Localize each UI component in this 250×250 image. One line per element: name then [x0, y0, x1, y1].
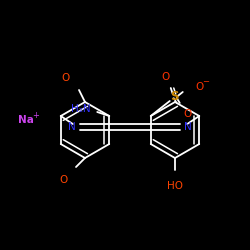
Text: O: O — [59, 175, 67, 185]
Text: O: O — [184, 109, 192, 119]
Text: N: N — [184, 122, 192, 132]
Text: O: O — [62, 73, 70, 83]
Text: H₂N: H₂N — [71, 104, 91, 114]
Text: N: N — [68, 122, 76, 132]
Text: O: O — [196, 82, 204, 92]
Text: HO: HO — [167, 181, 183, 191]
Text: S: S — [170, 90, 179, 104]
Text: −: − — [202, 78, 209, 86]
Text: +: + — [32, 112, 39, 120]
Text: Na: Na — [18, 115, 34, 125]
Text: O: O — [162, 72, 170, 82]
